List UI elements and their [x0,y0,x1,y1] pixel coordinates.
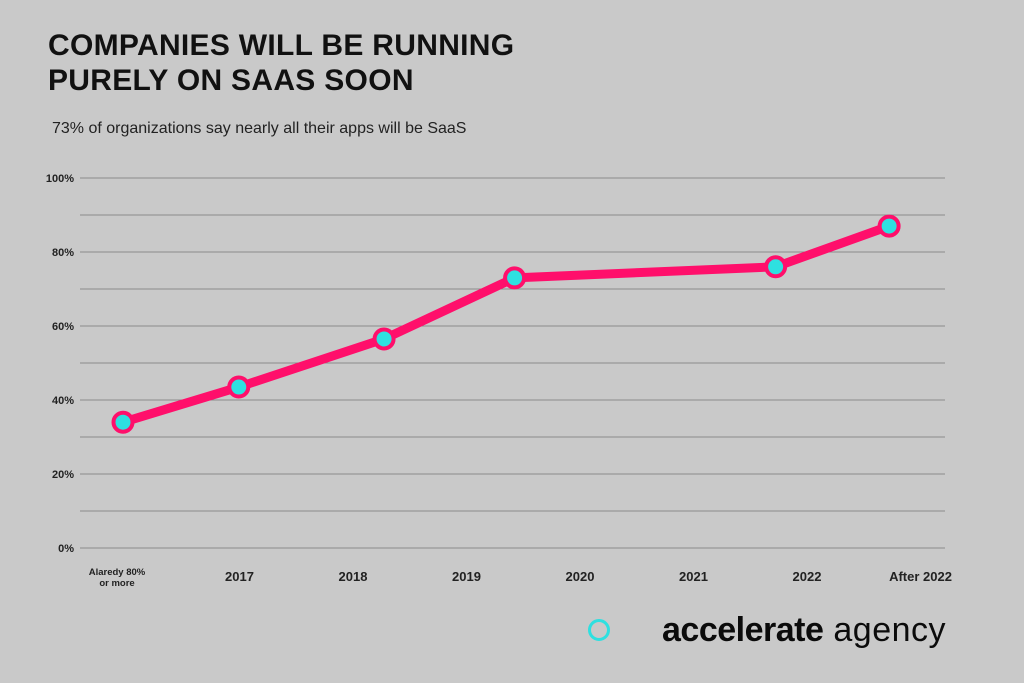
x-tick-label: 2022 [793,569,822,584]
chart-title: COMPANIES WILL BE RUNNING PURELY ON SAAS… [48,28,608,98]
x-tick-label: or more [99,578,134,589]
y-tick-label: 0% [58,543,74,555]
data-point [877,214,901,238]
x-tick-label: 2020 [566,569,595,584]
brand-logo: accelerate agency [588,605,946,655]
x-tick-label: 2017 [225,569,254,584]
series-line [118,221,894,427]
logo-ring-icon [588,619,610,641]
data-point [503,266,527,290]
data-point [111,410,135,434]
y-tick-label: 40% [52,395,74,407]
x-tick-label: 2021 [679,569,708,584]
data-point [764,255,788,279]
y-tick-label: 80% [52,247,74,259]
x-tick-label: Alaredy 80% [89,567,146,578]
chart-title-line-2: PURELY ON SAAS SOON [48,64,414,97]
logo-word-bold: accelerate [662,610,824,649]
data-point [372,327,396,351]
chart-subtitle: 73% of organizations say nearly all thei… [52,120,467,137]
y-tick-label: 20% [52,469,74,481]
data-point [227,375,251,399]
x-tick-label: 2018 [339,569,368,584]
y-tick-label: 60% [52,321,74,333]
chart-title-line-1: COMPANIES WILL BE RUNNING [48,29,515,62]
logo-word-light: agency [833,610,947,649]
x-tick-label: 2019 [452,569,481,584]
x-tick-label: After 2022 [889,569,952,584]
y-tick-label: 100% [46,173,74,185]
